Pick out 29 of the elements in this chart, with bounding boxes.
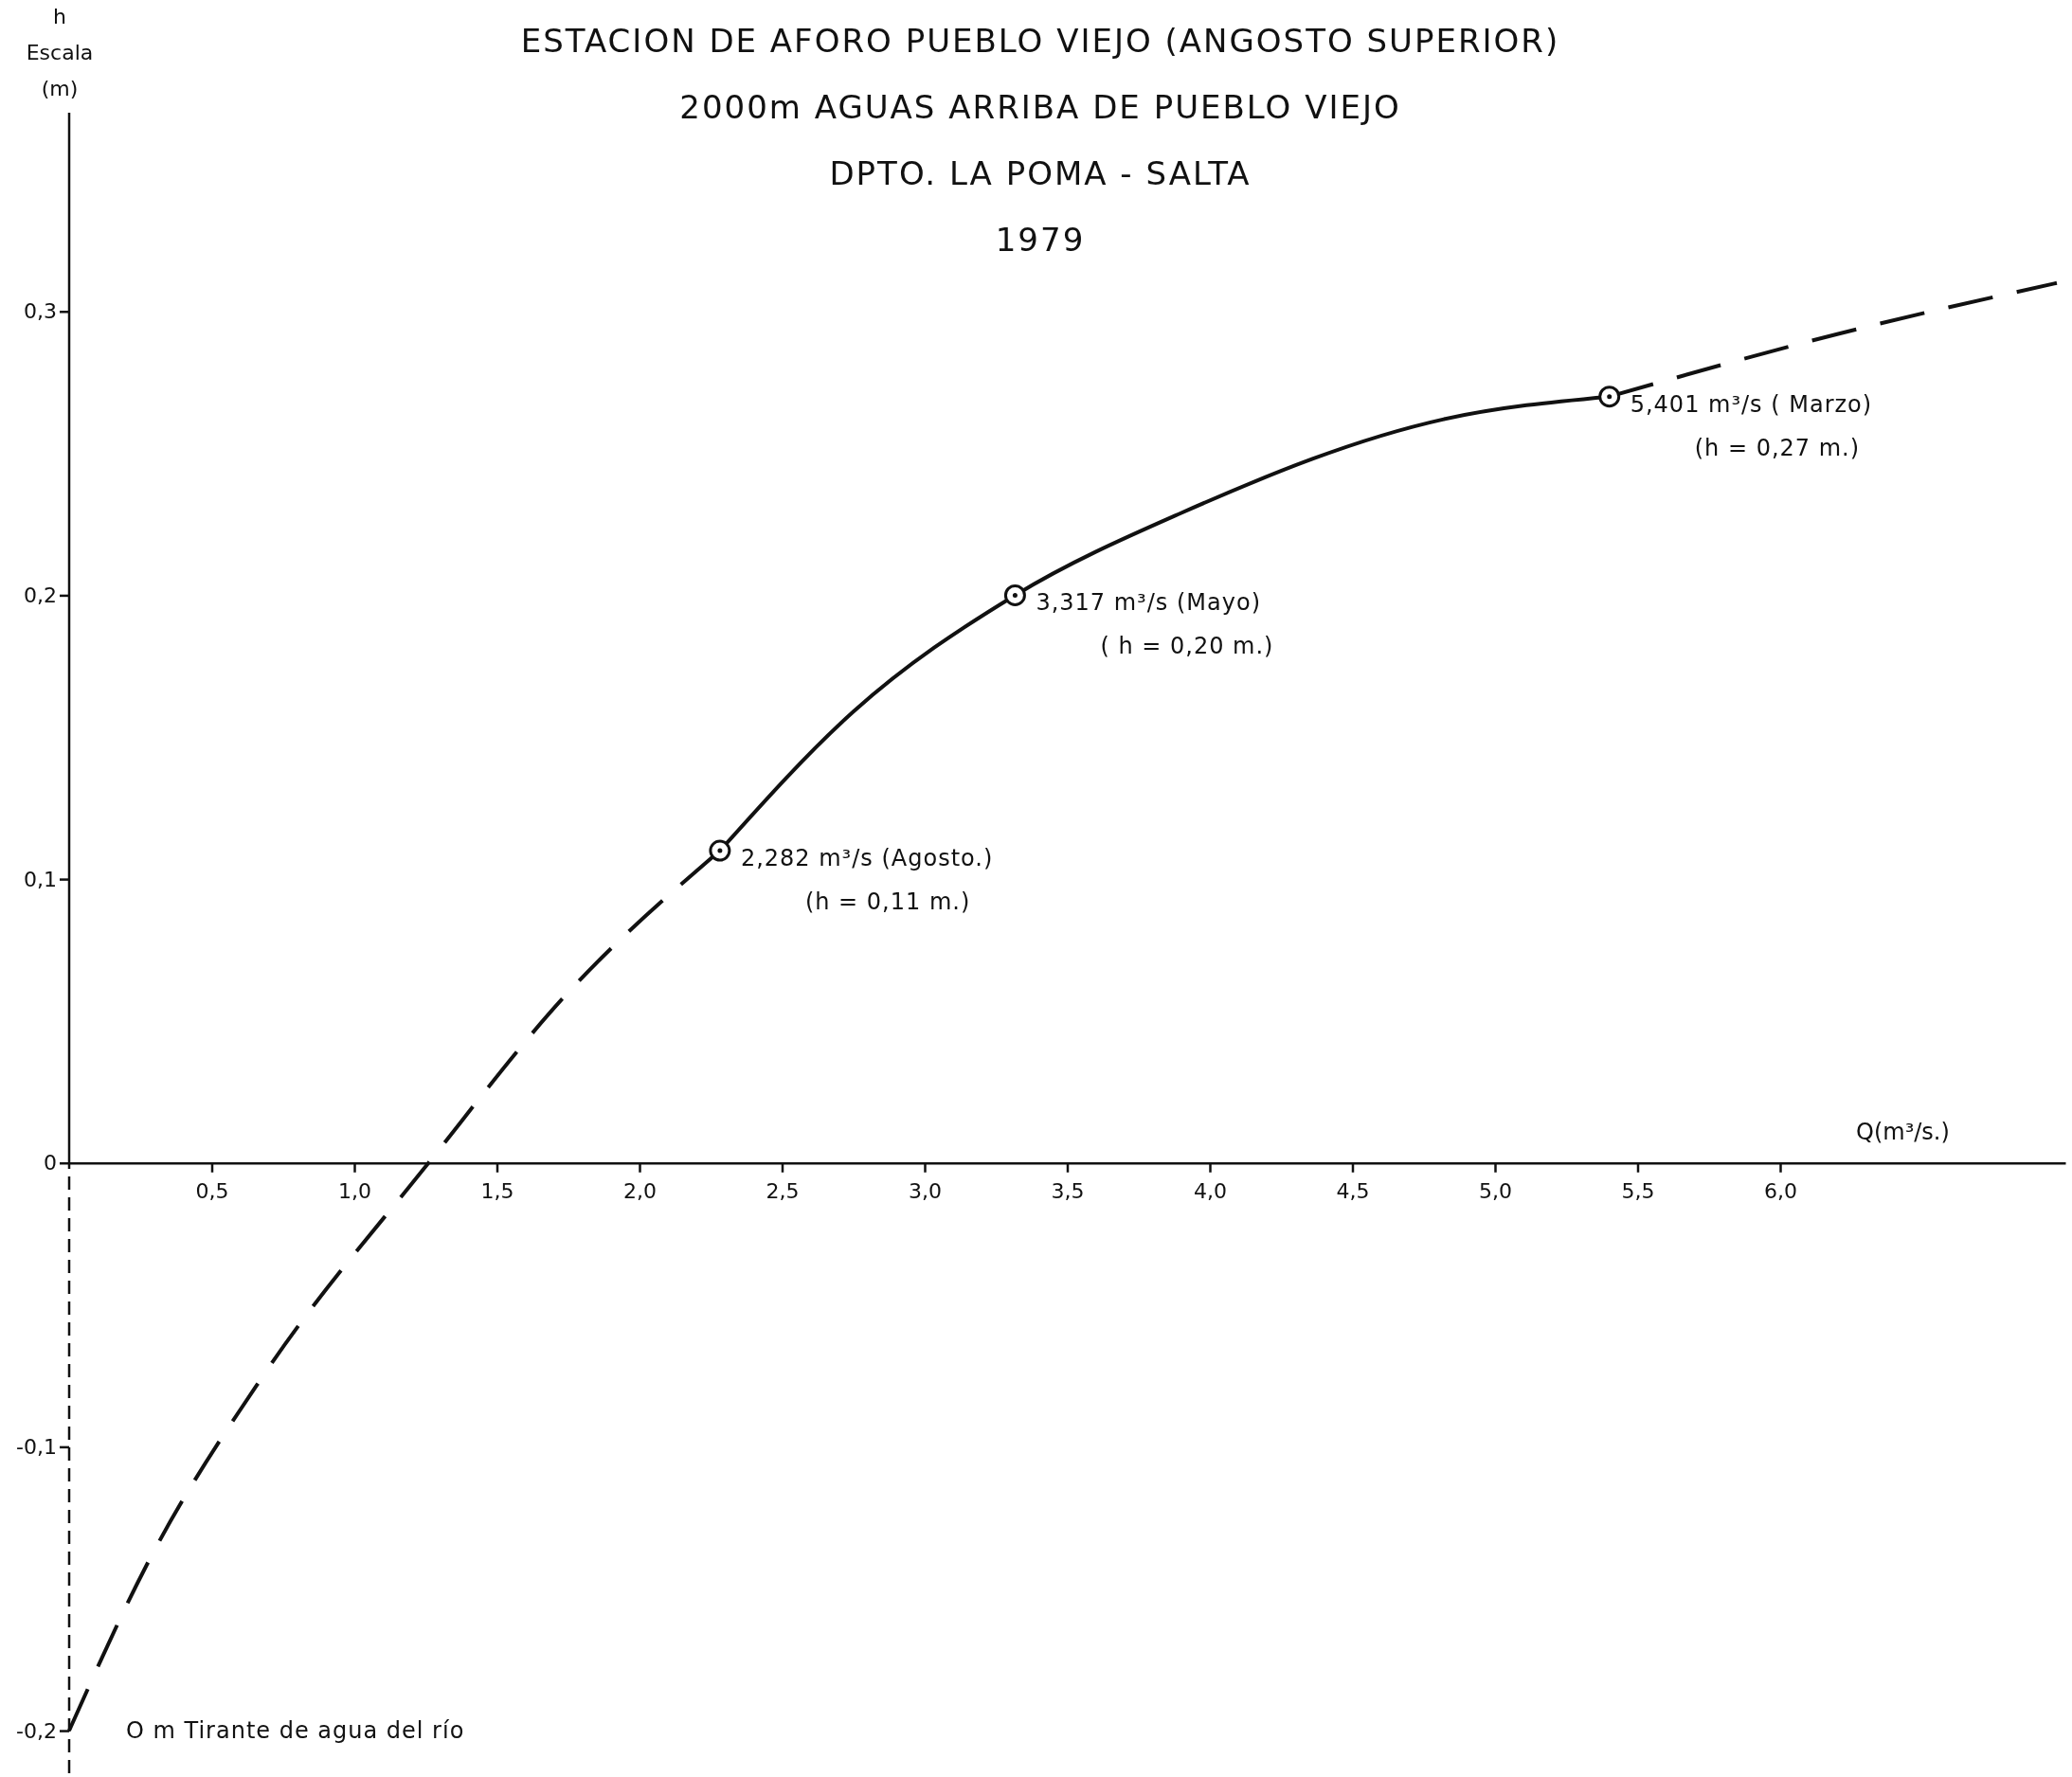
annotation: O m Tirante de agua del río xyxy=(126,1717,465,1745)
x-tick-label: 3,0 xyxy=(909,1178,942,1203)
x-tick-label: 2,5 xyxy=(766,1178,800,1203)
annotation: 5,401 m³/s ( Marzo) (h = 0,27 m.) xyxy=(1630,390,1873,461)
x-tick-label: 6,0 xyxy=(1764,1178,1797,1203)
point xyxy=(709,839,731,862)
point xyxy=(1598,386,1621,408)
x-tick-label: 4,0 xyxy=(1194,1178,1227,1203)
x-tick-label: 0,5 xyxy=(195,1178,229,1203)
x-tick-label: 5,0 xyxy=(1479,1178,1512,1203)
chart-title: ESTACION DE AFORO PUEBLO VIEJO (ANGOSTO SUPERIOR) xyxy=(520,22,1560,60)
point xyxy=(1003,583,1026,606)
annotation: 2,282 m³/s (Agosto.) (h = 0,11 m.) xyxy=(740,845,994,916)
x-tick-label: 1,0 xyxy=(338,1178,371,1203)
y-tick-label: 0,1 xyxy=(24,867,57,891)
annotation: 3,317 m³/s (Mayo) ( h = 0,20 m.) xyxy=(1036,589,1274,660)
y-axis-title: h Escala (m) xyxy=(26,5,94,100)
y-tick-label: 0,3 xyxy=(24,299,57,324)
y-tick-label: 0,2 xyxy=(24,583,57,607)
x-tick-label: 2,0 xyxy=(623,1178,657,1203)
text: 2000m AGUAS ARRIBA DE PUEBLO VIEJO DPTO. LA POMA - SALTA 1979 xyxy=(679,88,1401,259)
x-tick-label: 5,5 xyxy=(1621,1178,1655,1203)
x-axis-title: Q(m³/s.) xyxy=(1856,1118,1950,1145)
y-tick-label: 0 xyxy=(44,1151,57,1176)
x-tick-label: 1,5 xyxy=(480,1178,514,1203)
y-tick-label: -0,2 xyxy=(16,1718,57,1743)
x-tick-label: 3,5 xyxy=(1051,1178,1085,1203)
x-tick-label: 4,5 xyxy=(1336,1178,1370,1203)
y-tick-label: -0,1 xyxy=(16,1434,57,1459)
